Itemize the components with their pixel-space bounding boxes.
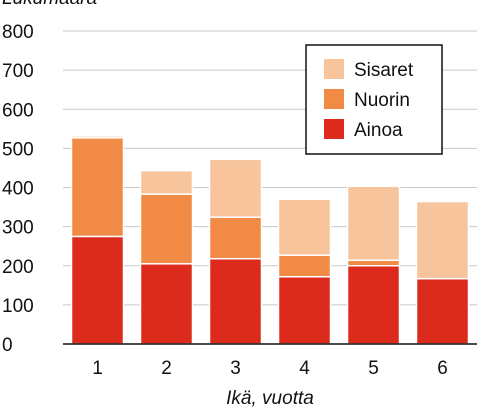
y-tick-label: 500: [2, 139, 34, 160]
bar-sisaret-3: [208, 158, 263, 218]
bar-sisaret-4: [277, 198, 332, 256]
legend-label-nuorin: Nuorin: [354, 90, 410, 111]
y-tick-label: 400: [2, 179, 34, 200]
bar-ainoa-3: [208, 257, 263, 345]
bar-sisaret-6: [415, 200, 470, 280]
legend: Sisaret Nuorin Ainoa: [305, 44, 443, 155]
legend-swatch-sisaret: [324, 59, 344, 79]
bar-ainoa-1: [70, 235, 125, 345]
legend-label-ainoa: Ainoa: [354, 120, 403, 141]
legend-items: Sisaret Nuorin Ainoa: [324, 59, 414, 141]
bar-ainoa-5: [346, 265, 401, 345]
bar-nuorin-2: [139, 193, 194, 265]
bar-nuorin-4: [277, 254, 332, 278]
x-axis-ticks: 1 2 3 4 5 6: [92, 358, 448, 379]
bar-ainoa-6: [415, 277, 470, 345]
x-tick-label: 1: [92, 358, 103, 379]
bar-nuorin-1: [70, 137, 125, 238]
legend-swatch-ainoa: [324, 119, 344, 139]
y-tick-label: 700: [2, 61, 34, 82]
bar-sisaret-5: [346, 185, 401, 262]
bar-nuorin-3: [208, 216, 263, 260]
y-tick-label: 100: [2, 296, 34, 317]
legend-swatch-nuorin: [324, 89, 344, 109]
y-tick-label: 0: [2, 335, 13, 356]
gridlines: [63, 30, 477, 306]
x-tick-label: 4: [299, 358, 310, 379]
y-axis-title: Lukumäärä: [2, 0, 97, 9]
y-tick-label: 800: [2, 22, 34, 43]
legend-label-sisaret: Sisaret: [354, 60, 414, 81]
bars: [70, 135, 470, 345]
y-tick-label: 300: [2, 218, 34, 239]
x-tick-label: 2: [161, 358, 172, 379]
y-tick-label: 200: [2, 257, 34, 278]
x-axis-title: Ikä, vuotta: [226, 388, 314, 409]
bar-sisaret-2: [139, 169, 194, 195]
y-axis-ticks: 0 100 200 300 400 500 600 700 800: [2, 22, 34, 356]
x-tick-label: 3: [230, 358, 241, 379]
y-tick-label: 600: [2, 100, 34, 121]
x-tick-label: 6: [437, 358, 448, 379]
bar-ainoa-2: [139, 263, 194, 345]
bar-nuorin-5: [346, 259, 401, 267]
bar-ainoa-4: [277, 275, 332, 345]
bar-sisaret-1: [70, 135, 125, 139]
x-tick-label: 5: [368, 358, 379, 379]
